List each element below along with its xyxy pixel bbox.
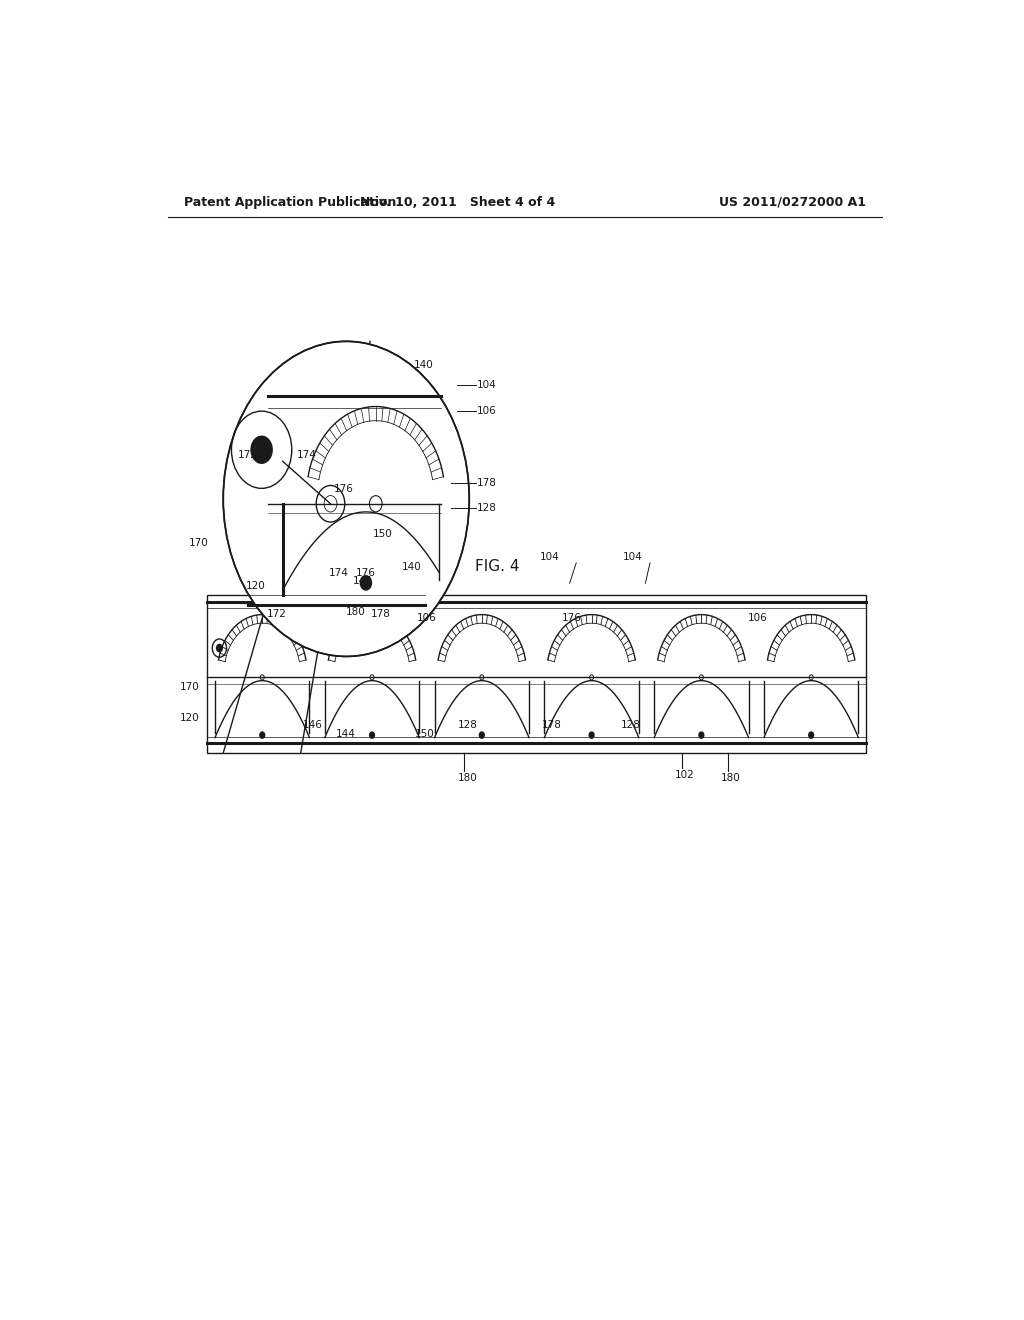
Text: 140: 140 bbox=[401, 562, 422, 572]
Text: 120: 120 bbox=[179, 713, 200, 723]
Text: 128: 128 bbox=[458, 719, 477, 730]
Text: 146: 146 bbox=[303, 719, 323, 730]
Text: 174: 174 bbox=[297, 450, 316, 459]
Text: 178: 178 bbox=[542, 719, 562, 730]
Text: FIG. 4: FIG. 4 bbox=[475, 560, 519, 574]
Circle shape bbox=[360, 576, 372, 590]
Text: 170: 170 bbox=[179, 682, 200, 692]
Text: 150: 150 bbox=[415, 729, 434, 739]
Text: 178: 178 bbox=[371, 609, 390, 619]
Text: 176: 176 bbox=[355, 568, 376, 578]
Text: 180: 180 bbox=[346, 607, 366, 618]
Text: 106: 106 bbox=[748, 612, 767, 623]
Circle shape bbox=[370, 733, 375, 738]
Text: 176: 176 bbox=[562, 612, 582, 623]
Text: 106: 106 bbox=[417, 612, 436, 623]
Text: 104: 104 bbox=[540, 552, 560, 562]
Circle shape bbox=[699, 733, 703, 738]
Text: 176: 176 bbox=[334, 484, 354, 495]
Text: 144: 144 bbox=[336, 729, 355, 739]
Text: 120: 120 bbox=[246, 581, 265, 590]
Ellipse shape bbox=[223, 342, 469, 656]
Text: 174: 174 bbox=[330, 568, 349, 578]
Circle shape bbox=[217, 644, 222, 652]
Text: 144: 144 bbox=[352, 576, 373, 586]
Text: 104: 104 bbox=[477, 380, 497, 391]
Text: US 2011/0272000 A1: US 2011/0272000 A1 bbox=[719, 195, 866, 209]
Text: 104: 104 bbox=[623, 552, 642, 562]
Text: Nov. 10, 2011   Sheet 4 of 4: Nov. 10, 2011 Sheet 4 of 4 bbox=[359, 195, 555, 209]
Text: 180: 180 bbox=[721, 774, 741, 783]
Text: 128: 128 bbox=[477, 503, 497, 513]
Bar bbox=[207, 595, 866, 752]
Text: 170: 170 bbox=[188, 539, 209, 548]
Text: 172: 172 bbox=[238, 450, 258, 459]
Circle shape bbox=[479, 733, 484, 738]
Circle shape bbox=[251, 436, 272, 463]
Text: 172: 172 bbox=[266, 609, 287, 619]
Text: 102: 102 bbox=[675, 771, 694, 780]
Text: 140: 140 bbox=[414, 360, 433, 370]
Text: 150: 150 bbox=[374, 528, 393, 539]
Circle shape bbox=[809, 733, 814, 738]
Text: Patent Application Publication: Patent Application Publication bbox=[183, 195, 396, 209]
Text: 180: 180 bbox=[458, 774, 477, 783]
Text: 106: 106 bbox=[477, 405, 497, 416]
Text: 128: 128 bbox=[621, 719, 641, 730]
Circle shape bbox=[589, 733, 594, 738]
Circle shape bbox=[260, 733, 264, 738]
Text: 178: 178 bbox=[477, 478, 497, 488]
